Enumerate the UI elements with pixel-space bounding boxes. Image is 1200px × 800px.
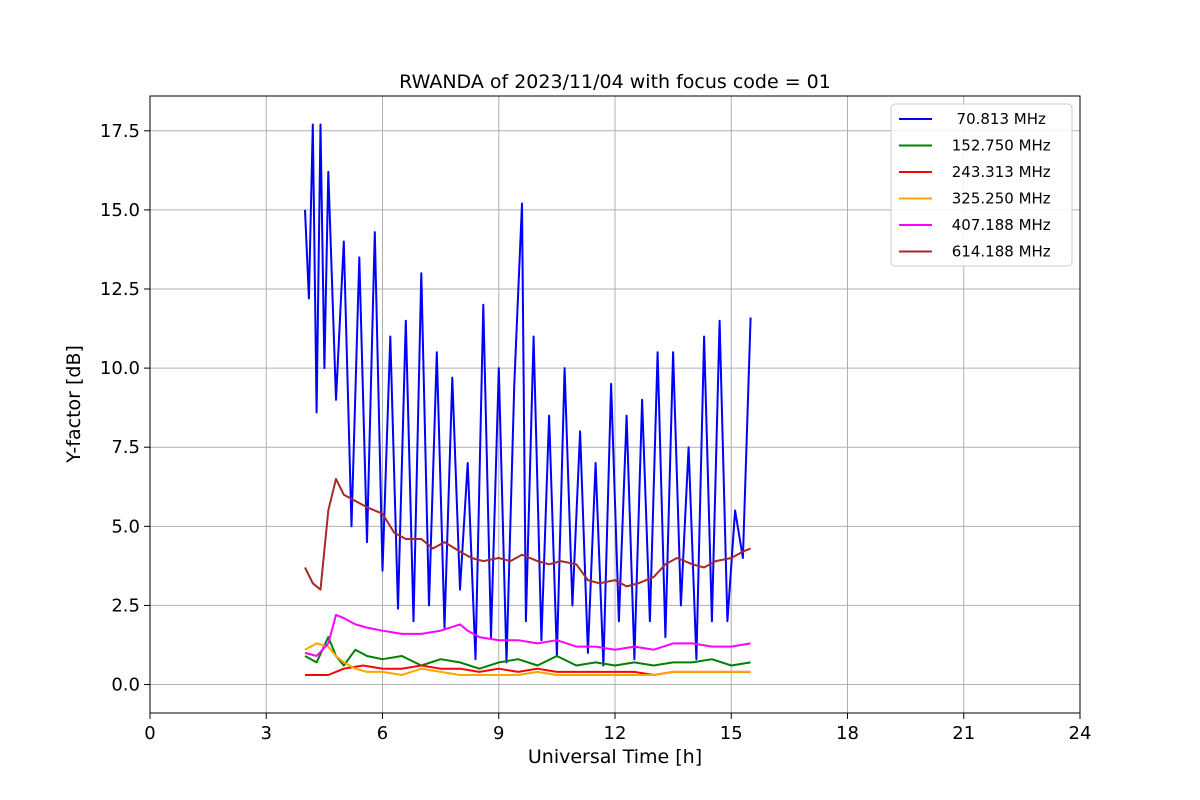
x-tick-label: 6	[377, 723, 388, 744]
x-tick-label: 18	[836, 723, 859, 744]
y-tick-label: 2.5	[111, 595, 140, 616]
y-tick-label: 7.5	[111, 437, 140, 458]
y-tick-label: 10.0	[100, 358, 140, 379]
legend-label-5: 614.188 MHz	[947, 243, 1051, 261]
x-tick-label: 15	[720, 723, 743, 744]
x-axis-ticks: 0 3 6 9 12 15 18 21 24	[144, 713, 1091, 744]
chart-title: RWANDA of 2023/11/04 with focus code = 0…	[399, 71, 831, 93]
x-tick-label: 3	[261, 723, 272, 744]
series-line-0	[304, 123, 752, 667]
x-tick-label: 0	[144, 723, 155, 744]
y-tick-label: 5.0	[111, 516, 140, 537]
plot-series	[304, 123, 752, 676]
legend-label-0: 70.813 MHz	[947, 110, 1046, 128]
y-axis-ticks: 0.0 2.5 5.0 7.5 10.0 12.5 15.0 17.5	[100, 121, 150, 696]
y-tick-label: 17.5	[100, 121, 140, 142]
x-tick-label: 24	[1069, 723, 1092, 744]
y-axis-label: Y-factor [dB]	[63, 345, 85, 464]
series-line-5	[304, 477, 751, 591]
x-tick-label: 21	[952, 723, 975, 744]
legend-label-4: 407.188 MHz	[947, 216, 1051, 234]
series-line-1	[304, 636, 751, 670]
legend-label-2: 243.313 MHz	[947, 163, 1051, 181]
y-tick-label: 12.5	[100, 279, 140, 300]
series-line-3	[304, 642, 751, 676]
legend-label-1: 152.750 MHz	[947, 137, 1051, 155]
y-tick-label: 0.0	[111, 675, 140, 696]
x-tick-label: 9	[493, 723, 504, 744]
grid	[149, 96, 1081, 713]
legend-label-3: 325.250 MHz	[947, 190, 1051, 208]
x-tick-label: 12	[604, 723, 627, 744]
legend: 70.813 MHz 152.750 MHz 243.313 MHz 325.2…	[890, 103, 1073, 267]
y-tick-label: 15.0	[100, 200, 140, 221]
legend-box	[890, 103, 1073, 267]
x-axis-label: Universal Time [h]	[528, 746, 702, 768]
series-line-4	[304, 613, 751, 657]
